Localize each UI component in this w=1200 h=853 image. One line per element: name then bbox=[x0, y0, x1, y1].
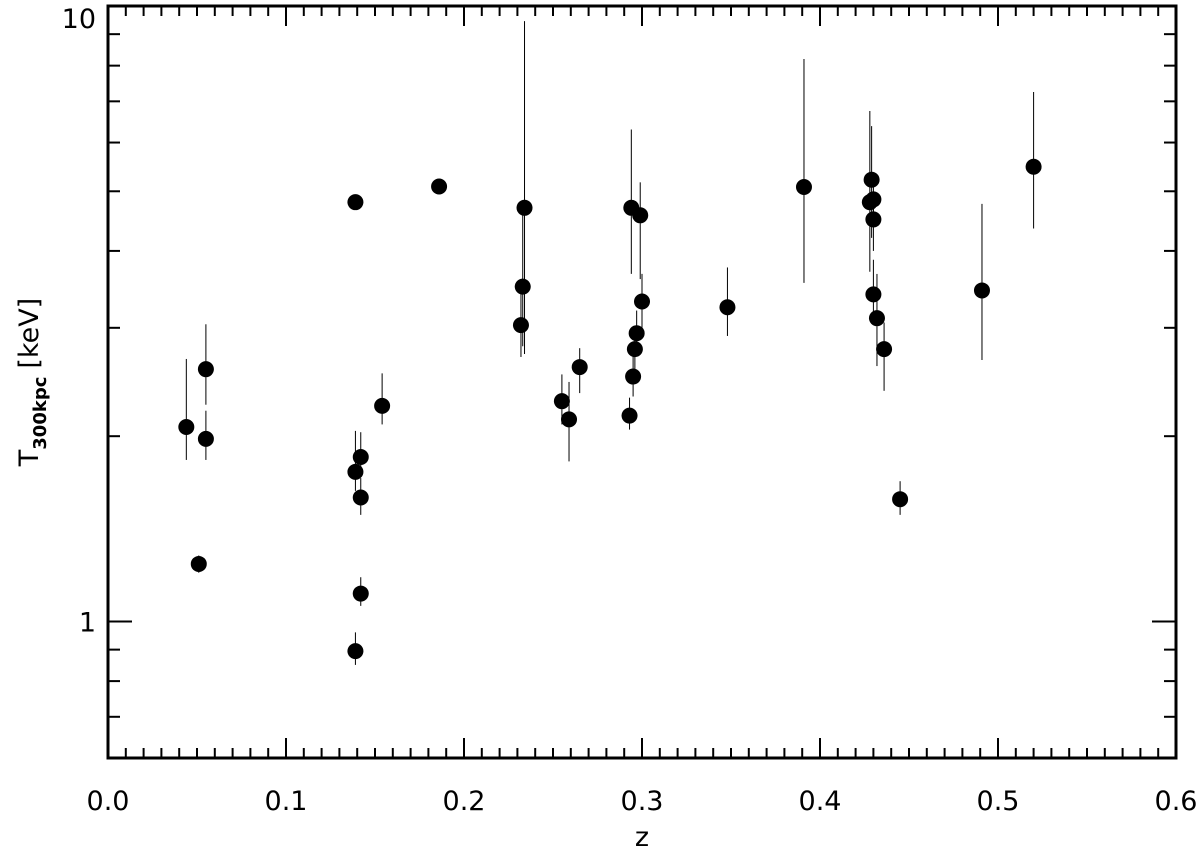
error-bars bbox=[185, 21, 1035, 665]
data-point bbox=[178, 418, 195, 435]
data-point bbox=[347, 463, 364, 480]
data-point bbox=[621, 407, 638, 424]
axis-ticks bbox=[107, 5, 1177, 759]
y-axis-label-unit: [keV] bbox=[14, 298, 45, 369]
data-point bbox=[892, 491, 909, 508]
x-tick-label: 0.0 bbox=[87, 786, 130, 817]
data-point bbox=[197, 430, 214, 447]
data-point bbox=[561, 411, 578, 428]
x-tick-label: 0.5 bbox=[977, 786, 1020, 817]
data-point bbox=[347, 194, 364, 211]
data-point bbox=[553, 393, 570, 410]
y-tick-label: 1 bbox=[79, 607, 96, 638]
data-point bbox=[865, 211, 882, 228]
data-point bbox=[571, 359, 588, 376]
data-point bbox=[1025, 158, 1042, 175]
x-tick-label: 0.3 bbox=[621, 786, 664, 817]
data-point bbox=[626, 341, 643, 358]
data-point bbox=[190, 555, 207, 572]
data-point bbox=[865, 286, 882, 303]
data-point bbox=[719, 299, 736, 316]
y-axis-label-subscript: 300kpc bbox=[30, 377, 51, 450]
y-axis-label: T300kpc [keV] bbox=[14, 298, 51, 467]
data-point bbox=[628, 325, 645, 342]
data-point bbox=[795, 179, 812, 196]
data-points bbox=[178, 158, 1042, 660]
data-point bbox=[347, 643, 364, 660]
x-axis-label: z bbox=[635, 822, 649, 853]
data-point bbox=[352, 449, 369, 466]
x-tick-label: 0.1 bbox=[265, 786, 308, 817]
data-point bbox=[374, 397, 391, 414]
data-point bbox=[876, 341, 893, 358]
data-point bbox=[431, 178, 448, 195]
data-point bbox=[352, 585, 369, 602]
data-point bbox=[197, 361, 214, 378]
data-point bbox=[868, 310, 885, 327]
plot-frame bbox=[106, 4, 1178, 760]
y-axis-label-main: T bbox=[14, 449, 45, 467]
x-tick-label: 0.4 bbox=[799, 786, 842, 817]
data-point bbox=[514, 278, 531, 295]
x-tick-labels: 0.0 0.1 0.2 0.3 0.4 0.5 0.6 bbox=[87, 786, 1198, 817]
data-point bbox=[512, 317, 529, 334]
x-tick-label: 0.6 bbox=[1155, 786, 1198, 817]
data-point bbox=[973, 282, 990, 299]
data-point bbox=[863, 171, 880, 188]
y-tick-labels: 1 10 bbox=[62, 4, 96, 638]
data-point bbox=[625, 368, 642, 385]
y-tick-label: 10 bbox=[62, 4, 96, 35]
data-point bbox=[634, 293, 650, 310]
data-point bbox=[632, 207, 649, 224]
data-point bbox=[865, 191, 882, 208]
x-tick-label: 0.2 bbox=[443, 786, 486, 817]
svg-text:T300kpc[keV]: T300kpc [keV] bbox=[14, 298, 51, 467]
data-point bbox=[352, 489, 369, 506]
data-point bbox=[516, 199, 533, 216]
